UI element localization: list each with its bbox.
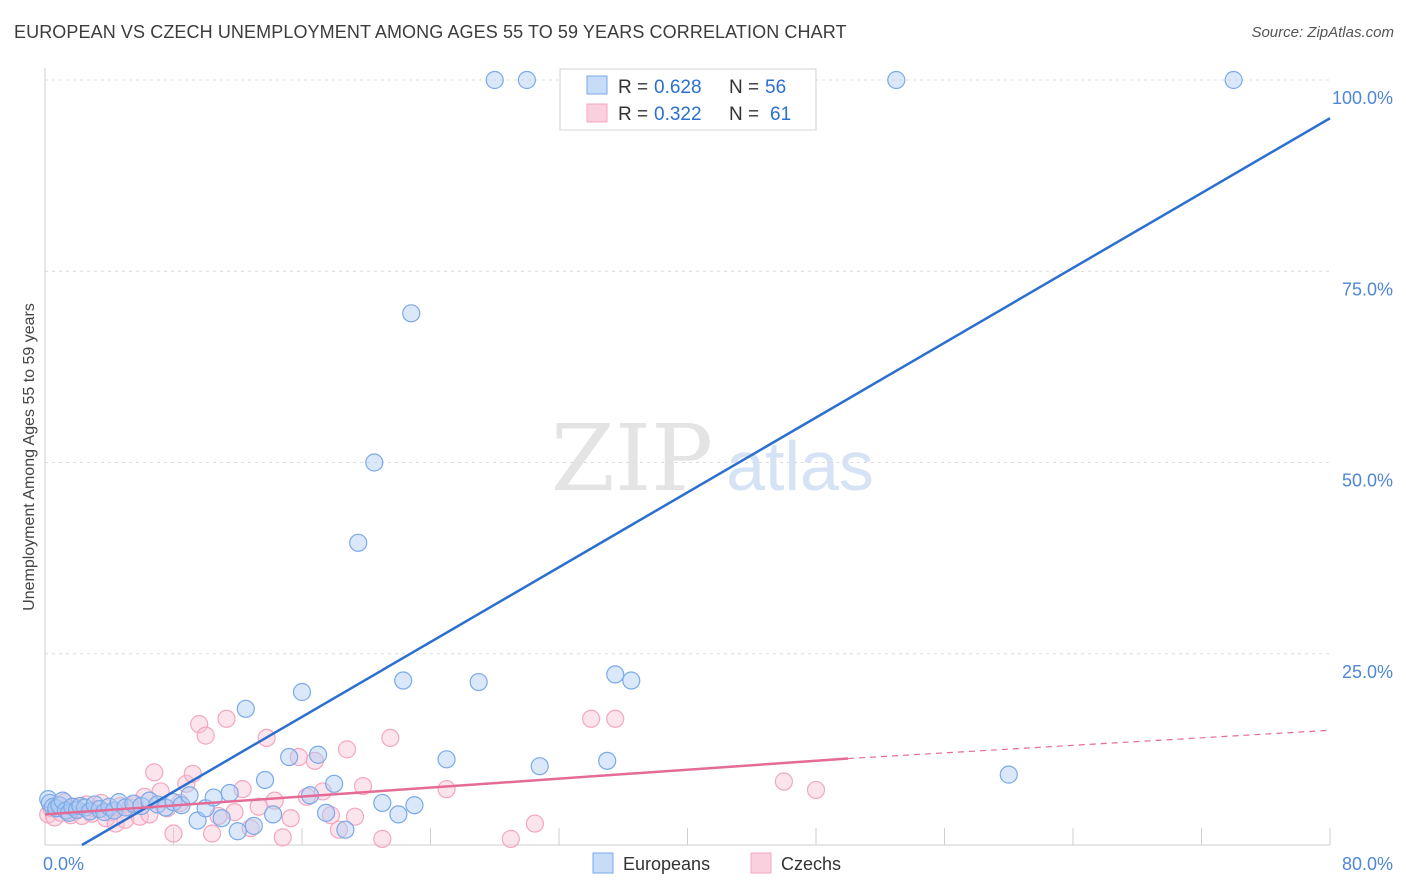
legend-europeans-label: Europeans (623, 854, 710, 874)
legend-europeans-swatch (592, 852, 614, 874)
europeans-n-label: N = (729, 77, 759, 98)
europeans-point (394, 671, 413, 690)
europeans-point (402, 304, 421, 323)
europeans-point (255, 770, 275, 790)
czechs-point (281, 809, 300, 828)
czechs-point (806, 780, 826, 800)
chart-title: EUROPEAN VS CZECH UNEMPLOYMENT AMONG AGE… (14, 22, 847, 42)
y-tick-label: 75.0% (1342, 279, 1393, 299)
europeans-point (999, 765, 1018, 784)
grid-lines (45, 79, 1330, 655)
europeans-point (280, 747, 299, 767)
europeans-point (437, 750, 456, 769)
europeans-r-label: R = (618, 77, 648, 98)
europeans-point (598, 751, 617, 770)
czechs-point (501, 829, 520, 848)
europeans-point (622, 671, 641, 690)
czechs-point (196, 726, 215, 745)
czechs-point (337, 740, 357, 759)
czechs-point (381, 728, 400, 748)
czechs-point (582, 709, 601, 728)
y-tick-label: 25.0% (1342, 662, 1393, 682)
czechs-point (217, 709, 236, 728)
europeans-point (308, 745, 328, 764)
axes (44, 68, 1331, 846)
czechs-point (606, 709, 625, 728)
europeans-trend-line (81, 117, 1331, 847)
legend-czechs-swatch (750, 852, 772, 874)
watermark-atlas: atlas (726, 427, 874, 505)
europeans-point (244, 816, 263, 835)
europeans-point (263, 805, 283, 824)
czechs-n-label: N = (729, 104, 759, 125)
y-tick-label: 100.0% (1332, 88, 1393, 108)
x-tick-label-max: 80.0% (1342, 854, 1393, 874)
europeans-point (180, 786, 199, 805)
europeans-point (887, 70, 906, 90)
source-label: Source: ZipAtlas.com (1251, 24, 1394, 41)
czechs-point (321, 806, 341, 825)
europeans-point (373, 793, 392, 813)
czechs-point (373, 829, 392, 848)
europeans-points (39, 70, 1243, 841)
series-legend: Europeans Czechs (592, 852, 841, 874)
czechs-point (273, 828, 292, 847)
europeans-legend-swatch (586, 75, 608, 95)
europeans-point (405, 796, 424, 815)
czechs-point (774, 772, 793, 791)
europeans-point (530, 757, 549, 776)
czechs-point (525, 814, 545, 833)
czechs-point (437, 780, 456, 799)
czechs-point (353, 776, 373, 796)
czechs-r-value: 0.322 (654, 104, 702, 125)
watermark-zip: ZIP (551, 405, 713, 512)
europeans-point (325, 774, 344, 793)
czechs-point (190, 715, 209, 734)
x-tick-label-min: 0.0% (43, 854, 84, 874)
legend-czechs-label: Czechs (781, 854, 841, 874)
europeans-point (517, 70, 536, 90)
europeans-n-value: 56 (765, 77, 786, 98)
europeans-point (236, 699, 255, 718)
czechs-n-value: 61 (770, 104, 791, 125)
tick-labels: 25.0% 50.0% 75.0% 100.0% 0.0% 80.0% (43, 88, 1393, 874)
czechs-r-label: R = (618, 104, 648, 125)
y-tick-label: 50.0% (1342, 471, 1393, 491)
czechs-point (329, 820, 349, 839)
czechs-point (249, 797, 268, 816)
czechs-trend-extension (848, 729, 1331, 760)
europeans-point (336, 820, 355, 839)
czechs-points (39, 709, 826, 848)
europeans-point (606, 665, 625, 684)
europeans-point (349, 533, 368, 552)
europeans-point (469, 672, 488, 692)
czechs-trend-line (44, 757, 849, 816)
europeans-r-value: 0.628 (654, 77, 702, 98)
europeans-point (212, 809, 231, 828)
czechs-point (164, 824, 183, 843)
czechs-point (145, 763, 164, 782)
czechs-point (345, 807, 365, 826)
czechs-point (202, 824, 222, 843)
europeans-point (228, 822, 247, 841)
europeans-point (316, 803, 336, 822)
europeans-point (389, 805, 408, 824)
trend-lines (44, 117, 1331, 847)
europeans-point (292, 682, 312, 702)
czechs-point (265, 791, 284, 810)
czechs-legend-swatch (586, 103, 608, 123)
europeans-point (365, 453, 384, 472)
europeans-point (1224, 70, 1243, 90)
europeans-point (485, 70, 504, 90)
europeans-point (220, 783, 239, 803)
stats-legend: R = 0.628 N = 56 R = 0.322 N = 61 (559, 68, 817, 131)
y-axis-label: Unemployment Among Ages 55 to 59 years (21, 303, 38, 611)
